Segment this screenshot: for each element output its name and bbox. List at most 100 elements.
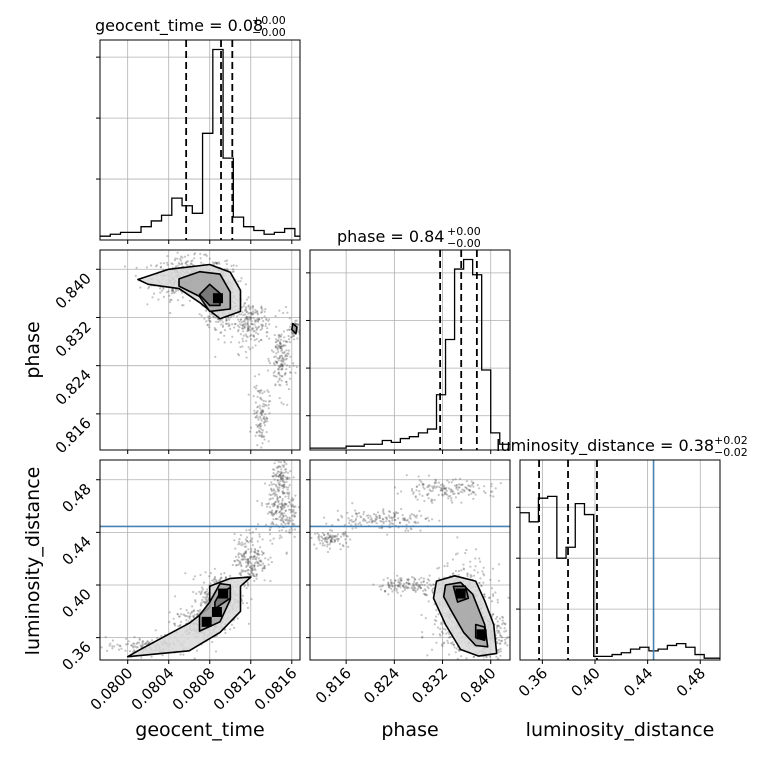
ld-vs-geocent-time-sample-point: [277, 475, 280, 478]
ld-vs-phase-sample-point: [422, 483, 425, 486]
ld-vs-phase-sample-point: [405, 527, 408, 530]
phase-vs-geocent-time-sample-point: [266, 417, 269, 420]
phase-vs-geocent-time-sample-point: [241, 345, 244, 348]
phase-vs-geocent-time-sample-point: [279, 338, 282, 341]
ld-vs-geocent-time-sample-point: [252, 572, 255, 576]
ld-vs-geocent-time-sample-point: [282, 487, 285, 490]
ld-vs-phase-sample-point: [437, 626, 440, 629]
ld-vs-geocent-time-sample-point: [248, 573, 251, 576]
phase-vs-geocent-time-sample-point: [206, 324, 209, 327]
phase-vs-geocent-time-sample-point: [238, 325, 241, 329]
phase-vs-geocent-time-sample-point: [252, 327, 255, 330]
phase-vs-geocent-time-sample-point: [225, 322, 229, 325]
ld-vs-phase-sample-point: [494, 487, 497, 490]
phase-vs-geocent-time-sample-point: [282, 344, 286, 347]
phase-vs-geocent-time-sample-point: [159, 291, 162, 294]
ld-vs-geocent-time-sample-point: [282, 504, 285, 507]
ld-vs-phase-sample-point: [413, 521, 416, 524]
phase-vs-geocent-time-sample-point: [259, 425, 262, 428]
phase-vs-geocent-time-sample-point: [279, 346, 282, 349]
phase-vs-geocent-time-sample-point: [180, 244, 182, 246]
ld-vs-phase-sample-point: [421, 635, 424, 638]
phase-vs-geocent-time-sample-point: [223, 329, 227, 332]
ld-vs-phase-sample-point: [321, 542, 325, 545]
phase-vs-geocent-time-sample-point: [215, 320, 218, 323]
ld-vs-phase-sample-point: [458, 649, 461, 653]
ld-vs-phase-sample-point: [427, 492, 430, 495]
phase-vs-geocent-time-sample-point: [286, 403, 289, 406]
ld-vs-geocent-time-sample-point: [257, 552, 260, 555]
phase-vs-geocent-time-sample-point: [173, 291, 176, 294]
phase-vs-geocent-time-sample-point: [220, 318, 223, 321]
ld-vs-phase-sample-point: [458, 486, 461, 489]
ld-vs-geocent-time-sample-point: [276, 486, 279, 489]
ld-vs-phase-sample-point: [400, 490, 403, 493]
ld-vs-geocent-time-sample-point: [279, 509, 282, 512]
ld-vs-phase-sample-point: [396, 574, 399, 577]
ld-vs-geocent-time-sample-point: [276, 518, 279, 521]
phase-vs-geocent-time-sample-point: [260, 422, 263, 425]
ld-vs-geocent-time-sample-point: [279, 461, 283, 464]
ld-vs-geocent-time-sample-point: [185, 619, 188, 622]
phase-vs-geocent-time-sample-point: [284, 305, 288, 309]
phase-vs-geocent-time-sample-point: [292, 334, 295, 338]
ld-vs-phase-sample-point: [497, 651, 500, 654]
ld-vs-phase-sample-point: [350, 518, 353, 522]
ld-vs-phase-sample-point: [480, 585, 483, 588]
ld-vs-phase-sample-point: [503, 627, 506, 630]
ld-vs-phase-sample-point: [446, 562, 449, 565]
ld-vs-geocent-time-sample-point: [185, 609, 188, 612]
phase-vs-geocent-time-sample-point: [278, 377, 281, 380]
phase-vs-geocent-time-sample-point: [236, 315, 239, 318]
ld-vs-phase-sample-point: [437, 613, 440, 616]
ld-vs-geocent-time-sample-point: [281, 514, 285, 517]
ld-vs-geocent-time-sample-point: [213, 577, 216, 580]
ld-vs-phase-sample-point: [442, 487, 445, 490]
ld-vs-geocent-time-sample-point: [237, 540, 241, 544]
phase-vs-geocent-time-sample-point: [162, 287, 165, 290]
ld-vs-geocent-time-sample-point: [250, 570, 253, 573]
ld-vs-phase-sample-point: [391, 582, 394, 585]
phase-vs-geocent-time-sample-point: [250, 322, 254, 326]
phase-vs-geocent-time-sample-point: [284, 372, 287, 375]
luminosity-distance-y-tick-label: 0.40: [58, 585, 94, 621]
phase-vs-geocent-time-sample-point: [253, 412, 256, 415]
phase-vs-geocent-time-sample-point: [246, 327, 250, 330]
phase-vs-geocent-time-sample-point: [260, 338, 263, 342]
phase-vs-geocent-time-sample-point: [229, 327, 232, 330]
phase-vs-geocent-time-sample-point: [255, 384, 258, 387]
ld-vs-geocent-time-sample-point: [291, 503, 294, 506]
ld-vs-phase-sample-point: [481, 570, 484, 573]
ld-vs-geocent-time-sample-point: [188, 615, 191, 618]
phase-vs-geocent-time-sample-point: [256, 410, 259, 413]
phase-vs-geocent-time-sample-point: [260, 317, 264, 320]
ld-vs-geocent-time-sample-point: [283, 512, 286, 515]
ld-vs-phase-sample-point: [420, 581, 423, 584]
ld-vs-geocent-time-sample-point: [262, 552, 265, 555]
phase-vs-geocent-time-sample-point: [281, 375, 284, 378]
phase-vs-geocent-time-sample-point: [172, 291, 175, 294]
ld-vs-geocent-time-sample-point: [274, 492, 277, 495]
ld-vs-phase-sample-point: [322, 537, 325, 541]
ld-vs-geocent-time-sample-point: [247, 558, 250, 561]
ld-vs-geocent-time-sample-point: [287, 519, 290, 522]
ld-vs-geocent-time-sample-point: [292, 514, 295, 517]
phase-vs-geocent-time-sample-point: [229, 341, 233, 344]
ld-vs-geocent-time-sample-point: [277, 500, 280, 503]
phase-vs-geocent-time-sample-point: [263, 405, 266, 408]
ld-vs-geocent-time-sample-point: [193, 657, 196, 660]
ld-vs-geocent-time-sample-point: [239, 573, 242, 576]
ld-vs-geocent-time-sample-point: [206, 593, 209, 596]
phase-vs-geocent-time-sample-point: [246, 316, 249, 319]
phase-x-tick-label: 0.816: [312, 664, 355, 707]
ld-vs-geocent-time-sample-point: [257, 549, 260, 553]
ld-vs-phase-sample-point: [378, 526, 381, 530]
ld-vs-phase-sample-point: [393, 586, 397, 590]
phase-vs-geocent-time-sample-point: [225, 263, 228, 266]
phase-vs-geocent-time-sample-point: [284, 371, 287, 375]
phase-vs-geocent-time-sample-point: [266, 420, 269, 423]
ld-vs-geocent-time-sample-point: [204, 601, 207, 605]
phase-vs-geocent-time-sample-point: [279, 345, 282, 348]
ld-vs-phase-sample-point: [324, 540, 327, 543]
phase-vs-geocent-time-sample-point: [285, 380, 288, 383]
